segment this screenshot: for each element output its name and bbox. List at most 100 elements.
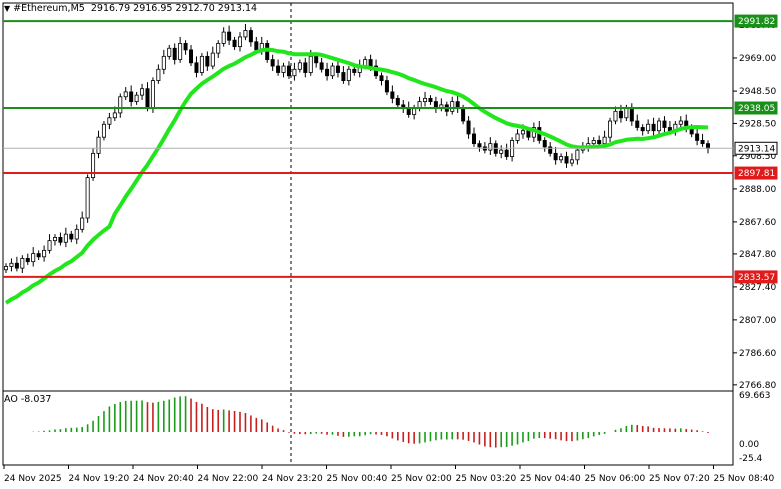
candle-body <box>591 140 596 145</box>
level-label-2938.05: 2938.05 <box>738 104 775 114</box>
candle-body <box>341 72 346 82</box>
candle-body <box>216 43 221 54</box>
candle-body <box>297 62 302 70</box>
candle-body <box>520 130 525 135</box>
candle-body <box>80 217 85 230</box>
candle-body <box>597 140 602 145</box>
candle-body <box>564 156 569 164</box>
candle-body <box>613 110 618 122</box>
level-tag-2991.82 <box>734 14 778 28</box>
candle-body <box>466 120 471 135</box>
candle-body <box>145 88 150 109</box>
price-tick-label: 2766.80 <box>739 381 776 391</box>
candle-body <box>52 237 57 242</box>
candle-body <box>559 156 564 161</box>
candle-body <box>167 47 172 57</box>
candle-body <box>395 97 400 106</box>
candle-body <box>194 62 199 73</box>
candle-body <box>9 262 14 267</box>
candle-body <box>706 143 711 149</box>
candle-body <box>412 107 417 115</box>
candle-body <box>25 258 30 263</box>
candle-body <box>678 120 683 125</box>
moving-average-line <box>4 47 709 305</box>
candle-body <box>319 62 324 70</box>
candle-body <box>91 152 96 179</box>
candle-body <box>515 133 520 141</box>
price-tick-label: 2786.60 <box>739 349 776 359</box>
candle-body <box>47 240 52 251</box>
candle-body <box>461 107 466 122</box>
candle-body <box>232 39 237 48</box>
candle-body <box>423 97 428 103</box>
level-tag-2913.14 <box>734 141 778 155</box>
indicator-label: AO -8.037 <box>4 394 52 405</box>
candle-body <box>150 80 155 109</box>
candle-body <box>221 31 226 44</box>
candle-body <box>85 177 90 219</box>
candle-body <box>134 94 139 103</box>
candle-body <box>276 65 281 73</box>
candle-body <box>63 233 68 243</box>
candle-body <box>4 266 9 271</box>
price-pane-frame <box>2 2 734 392</box>
candle-body <box>96 136 101 154</box>
candle-body <box>662 120 667 128</box>
candle-body <box>281 65 286 73</box>
candle-body <box>450 101 455 112</box>
candle-body <box>107 117 112 125</box>
ao-tick-label: 0.00 <box>739 440 759 450</box>
candle-body <box>205 55 210 67</box>
candle-body <box>542 140 547 148</box>
candle-body <box>31 253 36 263</box>
price-tick-label: 2847.80 <box>739 250 776 260</box>
candle-body <box>183 43 188 51</box>
candle-body <box>314 55 319 64</box>
candle-body <box>210 52 215 67</box>
time-tick-label: 25 Nov 02:00 <box>391 474 452 484</box>
candle-body <box>42 249 47 258</box>
time-tick-label: 25 Nov 08:40 <box>714 474 775 484</box>
candle-body <box>335 65 340 73</box>
candle-body <box>129 91 134 103</box>
time-tick-label: 24 Nov 22:00 <box>198 474 259 484</box>
time-tick-label: 24 Nov 19:20 <box>69 474 130 484</box>
level-tag-2833.57 <box>734 270 778 284</box>
ao-tick-label: -25.4 <box>739 454 763 464</box>
candle-body <box>346 68 351 81</box>
candle-body <box>406 107 411 115</box>
candle-body <box>123 91 128 98</box>
candle-body <box>330 65 335 77</box>
time-tick-label: 24 Nov 2025 <box>4 474 62 484</box>
candle-body <box>101 123 106 138</box>
candle-body <box>651 123 656 132</box>
candle-body <box>243 30 248 38</box>
time-tick-label: 25 Nov 06:00 <box>585 474 646 484</box>
candle-body <box>74 228 79 240</box>
level-label-2913.14: 2913.14 <box>738 144 775 154</box>
candle-body <box>20 258 25 269</box>
ao-tick-label: 69.663 <box>739 391 771 401</box>
candle-body <box>553 152 558 161</box>
candle-body <box>428 97 433 103</box>
chart-title: ▼ #Ethereum,M5 2916.79 2916.95 2912.70 2… <box>4 3 257 14</box>
candle-body <box>499 149 504 154</box>
time-tick-label: 24 Nov 20:40 <box>133 474 194 484</box>
level-label-2991.82: 2991.82 <box>738 17 775 27</box>
price-tick-label: 2807.00 <box>739 316 776 326</box>
candle-body <box>199 55 204 73</box>
candle-body <box>270 59 275 67</box>
time-tick-label: 25 Nov 00:40 <box>327 474 388 484</box>
candle-body <box>569 159 574 164</box>
level-label-2897.81: 2897.81 <box>738 169 775 179</box>
candle-body <box>379 75 384 81</box>
level-tag-2938.05 <box>734 101 778 115</box>
candle-body <box>368 59 373 67</box>
ohlc-readout: 2916.79 2916.95 2912.70 2913.14 <box>90 3 258 14</box>
price-tick-label: 2969.00 <box>739 54 776 64</box>
price-tick-label: 2888.00 <box>739 185 776 195</box>
candle-body <box>488 143 493 151</box>
candle-body <box>227 31 232 41</box>
price-tick-label: 2867.60 <box>739 218 776 228</box>
